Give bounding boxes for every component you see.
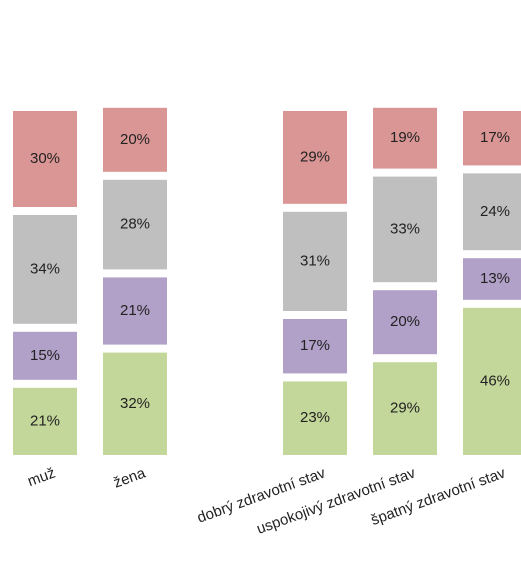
bar-segment <box>13 215 77 324</box>
bar-segment <box>283 111 347 204</box>
value-label: 23% <box>300 409 330 426</box>
value-label: 29% <box>300 148 330 165</box>
value-label: 33% <box>390 220 420 237</box>
bar-segment <box>103 179 167 270</box>
bar-segment <box>373 362 437 455</box>
bar-segment <box>13 387 77 455</box>
value-label: 46% <box>480 372 510 389</box>
bar-segment <box>463 173 521 251</box>
bar-segment <box>283 319 347 374</box>
x-tick-label: muž <box>25 465 57 491</box>
bar-segment <box>463 258 521 300</box>
bar-segment <box>103 277 167 345</box>
value-label: 13% <box>480 270 510 287</box>
value-label: 30% <box>30 150 60 167</box>
bar-segment <box>103 352 167 455</box>
bar-segment <box>13 111 77 207</box>
value-label: 17% <box>480 129 510 146</box>
value-label: 21% <box>120 302 150 319</box>
bar-segment <box>373 290 437 355</box>
value-label: 21% <box>30 412 60 429</box>
bar-segment <box>463 111 521 166</box>
bar-segment <box>373 107 437 169</box>
value-label: 15% <box>30 347 60 364</box>
value-label: 20% <box>120 131 150 148</box>
value-label: 31% <box>300 252 330 269</box>
x-tick-label: uspokojivý zdravotní stav <box>254 464 418 537</box>
value-label: 34% <box>30 260 60 277</box>
value-label: 24% <box>480 203 510 220</box>
value-label: 28% <box>120 216 150 233</box>
x-tick-label: žena <box>111 464 148 491</box>
value-label: 20% <box>390 313 420 330</box>
value-label: 29% <box>390 400 420 417</box>
bar-segment <box>103 107 167 172</box>
bar-segment <box>283 381 347 455</box>
bar-segment <box>283 211 347 311</box>
value-label: 19% <box>390 129 420 146</box>
bar-segment <box>373 176 437 283</box>
value-label: 32% <box>120 395 150 412</box>
bar-segment <box>463 307 521 455</box>
bar-segment <box>13 331 77 380</box>
value-label: 17% <box>300 337 330 354</box>
